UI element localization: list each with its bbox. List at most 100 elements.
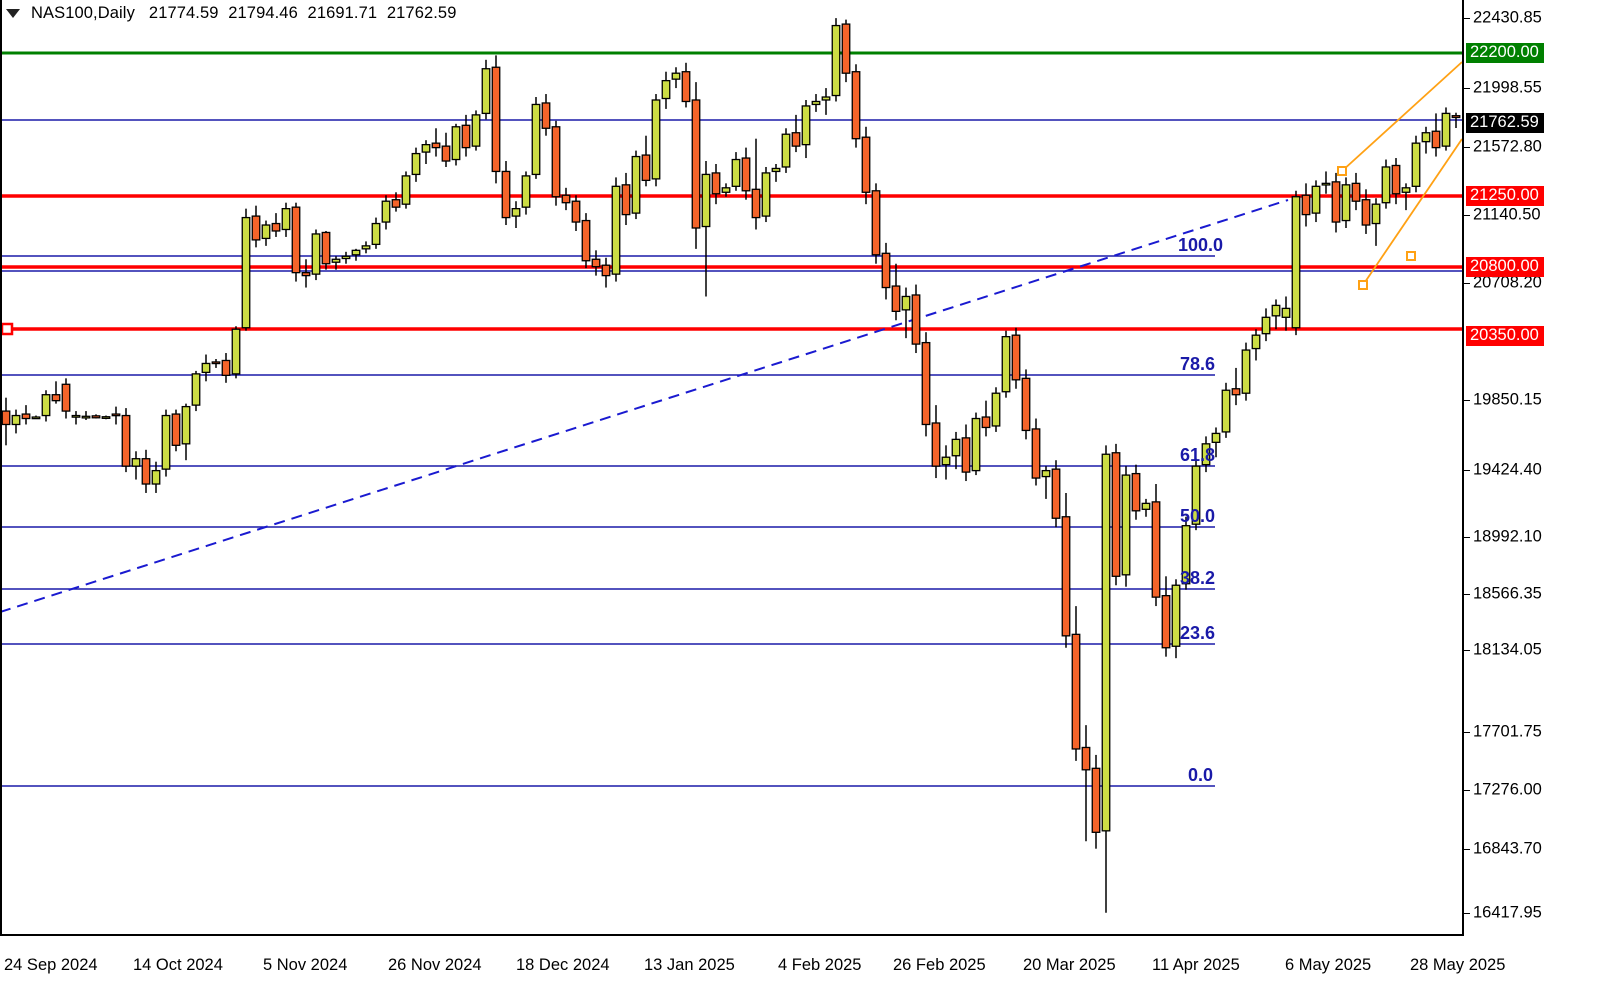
candlestick[interactable] <box>721 183 731 197</box>
candlestick[interactable] <box>1361 189 1371 234</box>
candlestick[interactable] <box>1141 498 1151 517</box>
candlestick[interactable] <box>1121 466 1131 587</box>
candlestick[interactable] <box>1381 159 1391 209</box>
candlestick[interactable] <box>271 213 281 237</box>
candlestick[interactable] <box>1061 492 1071 648</box>
price-badge-current[interactable]: 21762.59 <box>1466 113 1544 133</box>
candlestick[interactable] <box>1311 180 1321 223</box>
candlestick[interactable] <box>221 353 231 383</box>
price-badge-level-20800[interactable]: 20800.00 <box>1466 257 1544 277</box>
candlestick[interactable] <box>921 332 931 437</box>
candlestick[interactable] <box>621 172 631 226</box>
candlestick[interactable] <box>1171 579 1181 659</box>
candlestick[interactable] <box>961 424 971 482</box>
candlestick[interactable] <box>521 171 531 215</box>
candlestick[interactable] <box>401 171 411 209</box>
candlestick[interactable] <box>71 411 81 425</box>
candlestick[interactable] <box>611 177 621 282</box>
candlestick[interactable] <box>31 415 41 420</box>
candlestick[interactable] <box>11 409 21 434</box>
candlestick[interactable] <box>1261 308 1271 342</box>
candlestick[interactable] <box>471 110 481 151</box>
candlestick[interactable] <box>841 19 851 83</box>
candlestick[interactable] <box>1231 367 1241 406</box>
candlestick[interactable] <box>1161 576 1171 657</box>
rising-wedge-channel-line-upper[interactable] <box>1341 61 1463 172</box>
ascending-trendline[interactable] <box>0 199 1289 613</box>
candlestick[interactable] <box>571 195 581 231</box>
candlestick[interactable] <box>631 150 641 220</box>
candlestick[interactable] <box>1021 369 1031 440</box>
candlestick[interactable] <box>101 415 111 420</box>
candlestick[interactable] <box>321 230 331 270</box>
candlestick[interactable] <box>761 166 771 223</box>
candlestick[interactable] <box>1401 183 1411 211</box>
candlestick[interactable] <box>581 213 591 269</box>
candlestick[interactable] <box>331 256 341 270</box>
candlestick[interactable] <box>491 55 501 184</box>
candlestick[interactable] <box>241 208 251 331</box>
candlestick[interactable] <box>871 183 881 264</box>
candlestick[interactable] <box>251 205 261 248</box>
level-20350-handle[interactable] <box>0 322 14 336</box>
candlestick[interactable] <box>1391 158 1401 205</box>
candlestick[interactable] <box>991 387 1001 432</box>
candlestick[interactable] <box>1421 126 1431 154</box>
candlestick[interactable] <box>1441 107 1451 151</box>
candlestick[interactable] <box>461 114 471 157</box>
candlestick[interactable] <box>1281 296 1291 331</box>
candlestick[interactable] <box>551 120 561 206</box>
candlestick[interactable] <box>681 62 691 108</box>
candlestick[interactable] <box>791 114 801 153</box>
candlestick[interactable] <box>831 18 841 102</box>
candlestick[interactable] <box>881 242 891 300</box>
candlestick[interactable] <box>911 284 921 354</box>
candlestick[interactable] <box>981 400 991 437</box>
candlestick[interactable] <box>421 140 431 164</box>
candlestick[interactable] <box>901 287 911 339</box>
candlestick[interactable] <box>1271 299 1281 330</box>
price-chart-plot[interactable]: 100.0 78.6 61.8 50.0 38.2 23.6 0.0 <box>0 0 1463 935</box>
candlestick[interactable] <box>61 378 71 419</box>
rising-wedge-channel-handle-1[interactable] <box>1358 280 1368 290</box>
candlestick[interactable] <box>261 220 271 246</box>
candlestick[interactable] <box>561 187 571 211</box>
candlestick[interactable] <box>191 370 201 412</box>
candlestick[interactable] <box>311 229 321 281</box>
candlestick[interactable] <box>941 445 951 480</box>
candlestick[interactable] <box>21 405 31 425</box>
candlestick[interactable] <box>641 135 651 187</box>
caret-down-icon[interactable] <box>6 8 20 18</box>
date-axis[interactable]: 24 Sep 2024 14 Oct 2024 5 Nov 2024 26 Nov 2… <box>0 936 1600 1000</box>
candlestick[interactable] <box>391 192 401 212</box>
candlestick[interactable] <box>811 94 821 112</box>
candlestick[interactable] <box>531 97 541 179</box>
candlestick[interactable] <box>1291 190 1301 336</box>
candlestick[interactable] <box>171 409 181 452</box>
candlestick[interactable] <box>751 138 761 230</box>
candlestick[interactable] <box>1241 342 1251 401</box>
candlestick[interactable] <box>181 403 191 461</box>
candlestick[interactable] <box>701 161 711 297</box>
candlestick[interactable] <box>591 250 601 276</box>
candlestick[interactable] <box>1321 171 1331 194</box>
candlestick[interactable] <box>801 99 811 159</box>
candlestick[interactable] <box>781 128 791 173</box>
rising-wedge-channel-handle-0[interactable] <box>1337 166 1347 176</box>
candlestick[interactable] <box>861 126 871 205</box>
candlestick[interactable] <box>541 94 551 136</box>
candlestick[interactable] <box>41 390 51 422</box>
candlestick[interactable] <box>1331 172 1341 233</box>
candlestick[interactable] <box>161 409 171 477</box>
candlestick[interactable] <box>1211 427 1221 458</box>
candlestick[interactable] <box>51 381 61 404</box>
candlestick[interactable] <box>1341 177 1351 229</box>
candlestick[interactable] <box>851 64 861 148</box>
candlestick[interactable] <box>651 94 661 187</box>
candlestick[interactable] <box>821 88 831 115</box>
candlestick[interactable] <box>281 202 291 237</box>
candlestick[interactable] <box>1001 330 1011 398</box>
candlestick[interactable] <box>111 406 121 425</box>
candlestick[interactable] <box>1251 329 1261 361</box>
candlestick[interactable] <box>231 326 241 379</box>
